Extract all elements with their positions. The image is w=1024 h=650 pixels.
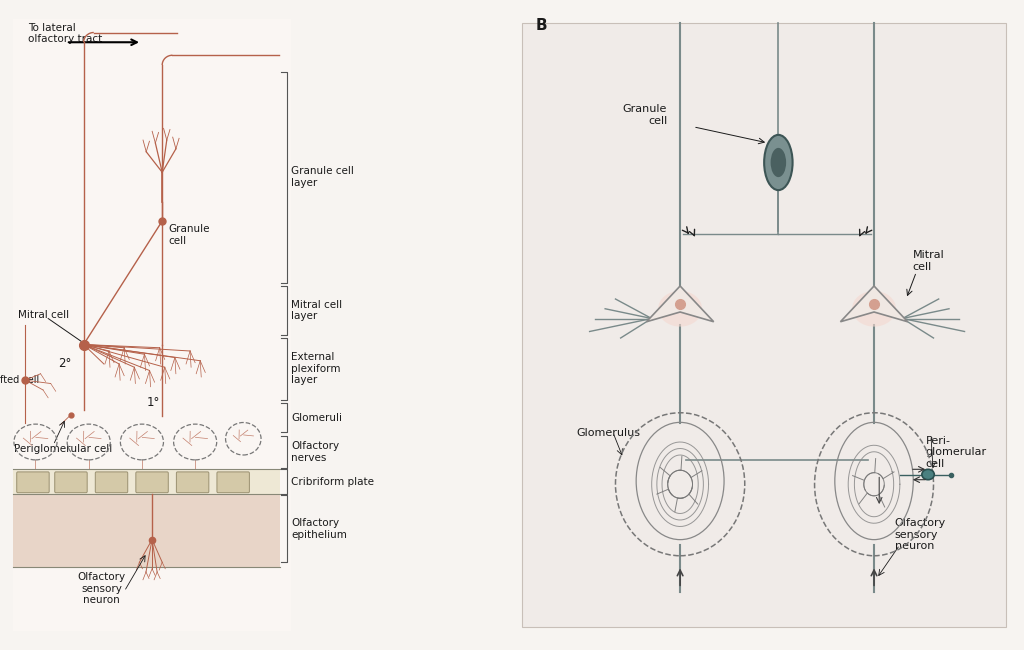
FancyBboxPatch shape	[54, 472, 87, 493]
FancyBboxPatch shape	[12, 495, 280, 567]
Ellipse shape	[764, 135, 793, 190]
Ellipse shape	[922, 469, 934, 480]
Polygon shape	[646, 286, 714, 322]
Text: External
plexiform
layer: External plexiform layer	[292, 352, 341, 385]
Text: Olfactory
sensory
neuron: Olfactory sensory neuron	[895, 518, 946, 551]
Text: Peri-
glomerular
cell: Peri- glomerular cell	[926, 436, 987, 469]
Ellipse shape	[771, 148, 786, 177]
FancyBboxPatch shape	[176, 472, 209, 493]
Text: Olfactory
nerves: Olfactory nerves	[292, 441, 340, 463]
Text: Cribriform plate: Cribriform plate	[292, 476, 375, 487]
Ellipse shape	[658, 291, 702, 326]
FancyBboxPatch shape	[217, 472, 250, 493]
FancyBboxPatch shape	[16, 472, 49, 493]
FancyBboxPatch shape	[522, 23, 1006, 627]
Polygon shape	[841, 286, 907, 322]
FancyBboxPatch shape	[12, 20, 292, 630]
Text: Glomerulus: Glomerulus	[577, 428, 641, 437]
Text: Granule
cell: Granule cell	[623, 104, 668, 125]
Text: Granule
cell: Granule cell	[168, 224, 210, 246]
Text: 2°: 2°	[58, 358, 72, 370]
Text: fted cell: fted cell	[0, 375, 39, 385]
Text: Mitral
cell: Mitral cell	[912, 250, 944, 272]
Text: Glomeruli: Glomeruli	[292, 413, 342, 422]
Text: Mitral cell
layer: Mitral cell layer	[292, 300, 343, 321]
Text: Mitral cell: Mitral cell	[17, 310, 69, 320]
Text: Olfactory
epithelium: Olfactory epithelium	[292, 518, 347, 540]
Text: Granule cell
layer: Granule cell layer	[292, 166, 354, 188]
Text: To lateral
olfactory tract: To lateral olfactory tract	[28, 23, 102, 44]
Text: Periglomerular cell: Periglomerular cell	[14, 444, 113, 454]
Text: B: B	[536, 18, 547, 33]
Text: Olfactory
sensory
neuron: Olfactory sensory neuron	[78, 572, 125, 605]
FancyBboxPatch shape	[136, 472, 168, 493]
FancyBboxPatch shape	[95, 472, 128, 493]
Ellipse shape	[852, 291, 896, 326]
Text: 1°: 1°	[147, 396, 161, 410]
